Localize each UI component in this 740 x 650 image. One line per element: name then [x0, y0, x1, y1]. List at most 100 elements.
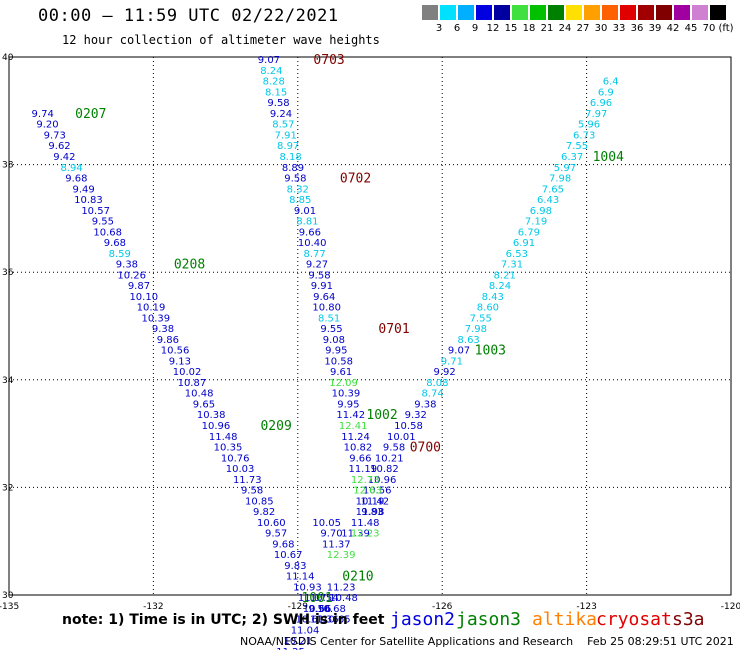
y-tick-label: 34	[2, 376, 14, 386]
color-scale-label: 45	[684, 23, 698, 34]
swh-value-label: 7.19	[525, 217, 547, 228]
swh-value-label: 12.73	[351, 475, 380, 486]
swh-value-label: 9.68	[272, 539, 294, 550]
swh-value-label: 9.86	[157, 335, 179, 346]
color-scale-swatch	[692, 5, 708, 20]
swh-value-label: 8.18	[279, 152, 301, 163]
swh-value-label: 6.98	[530, 206, 552, 217]
swh-value-label: 10.96	[202, 421, 231, 432]
swh-value-label: 12.41	[339, 421, 368, 432]
swh-value-label: 9.74	[32, 109, 54, 120]
swh-value-label: 7.91	[275, 130, 297, 141]
swh-value-label: 9.58	[241, 486, 263, 497]
pass-time-label: 0210	[342, 570, 373, 585]
pass-time-label: 0207	[75, 107, 106, 122]
color-scale-label: 24	[558, 23, 572, 34]
swh-value-label: 9.07	[448, 346, 470, 357]
page-title: 00:00 – 11:59 UTC 02/22/2021	[38, 6, 339, 26]
swh-value-label: 11.48	[351, 518, 380, 529]
swh-value-label: 10.48	[185, 389, 214, 400]
swh-value-label: 10.76	[221, 453, 250, 464]
swh-value-label: 10.40	[298, 238, 327, 249]
color-scale-swatch	[566, 5, 582, 20]
color-scale-label: 36	[630, 23, 644, 34]
swh-value-label: 11.98	[356, 507, 385, 518]
swh-value-label: 6.4	[603, 77, 619, 88]
swh-value-label: 7.98	[465, 324, 487, 335]
color-scale-label: 27	[576, 23, 590, 34]
swh-value-label: 11.42	[336, 410, 365, 421]
swh-value-label: 12.09	[329, 378, 358, 389]
x-tick-label: -132	[143, 602, 163, 612]
swh-value-label: 9.49	[72, 184, 94, 195]
swh-value-label: 8.15	[265, 87, 287, 98]
pass-time-label: 1001	[301, 591, 332, 606]
y-tick-label: 32	[2, 483, 13, 493]
pass-time-label: 0701	[378, 322, 409, 337]
swh-value-label: 11.04	[291, 625, 320, 636]
swh-value-label: 9.24	[270, 109, 292, 120]
swh-value-label: 7.97	[585, 109, 607, 120]
swh-value-label: 9.62	[48, 141, 70, 152]
swh-value-label: 10.02	[173, 367, 202, 378]
color-scale-unit: (ft)	[718, 23, 734, 34]
swh-value-label: 10.56	[303, 604, 332, 615]
swh-value-label: 6.96	[590, 98, 612, 109]
swh-value-label: 6.9	[598, 87, 614, 98]
pass-time-label: 0702	[340, 172, 371, 187]
color-scale-swatch	[548, 5, 564, 20]
swh-value-label: 9.42	[53, 152, 75, 163]
swh-value-label: 12.23	[351, 529, 380, 540]
swh-value-label: 7.55	[470, 313, 492, 324]
swh-value-label: 10.65	[322, 615, 351, 626]
swh-value-label: 9.82	[253, 507, 275, 518]
swh-value-label: 11.07	[298, 593, 327, 604]
swh-value-label: 11.25	[276, 647, 305, 650]
color-scale-swatch	[638, 5, 654, 20]
legend-jason3: jason3	[456, 609, 522, 630]
footer-note: note: 1) Time is in UTC; 2) SWH is in fe…	[62, 612, 385, 628]
swh-value-label: 9.83	[361, 507, 383, 518]
x-tick-label: -135	[0, 602, 19, 612]
swh-value-label: 8.74	[421, 389, 443, 400]
x-tick-label: -126	[432, 602, 453, 612]
swh-value-label: 11.37	[322, 539, 351, 550]
y-tick-label: 40	[2, 53, 14, 63]
swh-value-label: 10.67	[274, 550, 303, 561]
pass-time-label: 0208	[174, 258, 205, 273]
swh-value-label: 10.35	[214, 443, 243, 454]
color-scale-label: 21	[540, 23, 554, 34]
swh-value-label: 12.39	[327, 550, 356, 561]
swh-value-label: 8.89	[282, 163, 304, 174]
swh-value-label: 9.58	[284, 174, 306, 185]
swh-value-label: 5.97	[554, 163, 576, 174]
swh-value-label: 11.39	[341, 529, 370, 540]
swh-value-label: 11.23	[327, 582, 356, 593]
swh-value-label: 9.95	[337, 399, 359, 410]
swh-value-label: 10.60	[257, 518, 286, 529]
swh-value-label: 8.85	[289, 195, 311, 206]
legend-jason2: jason2	[390, 609, 456, 630]
swh-value-label: 10.56	[161, 346, 190, 357]
swh-value-label: 10.85	[245, 496, 274, 507]
swh-value-label: 9.57	[265, 529, 287, 540]
color-scale-swatch	[620, 5, 636, 20]
swh-value-label: 8.28	[263, 77, 285, 88]
swh-value-label: 8.51	[318, 313, 340, 324]
swh-value-label: 9.20	[36, 120, 58, 131]
swh-value-label: 10.80	[312, 303, 341, 314]
color-scale-swatch	[422, 5, 438, 20]
swh-value-label: 9.38	[414, 399, 436, 410]
swh-value-label: 9.58	[267, 98, 289, 109]
swh-value-label: 9.13	[169, 356, 191, 367]
swh-value-label: 9.68	[104, 238, 126, 249]
color-scale-swatch	[458, 5, 474, 20]
swh-value-label: 10.57	[81, 206, 110, 217]
swh-value-label: 10.39	[141, 313, 170, 324]
swh-value-label: 11.14	[286, 572, 315, 583]
swh-value-label: 9.83	[284, 561, 306, 572]
swh-value-label: 7.31	[501, 260, 523, 271]
swh-value-label: 10.82	[370, 464, 399, 475]
swh-value-label: 10.56	[363, 486, 392, 497]
